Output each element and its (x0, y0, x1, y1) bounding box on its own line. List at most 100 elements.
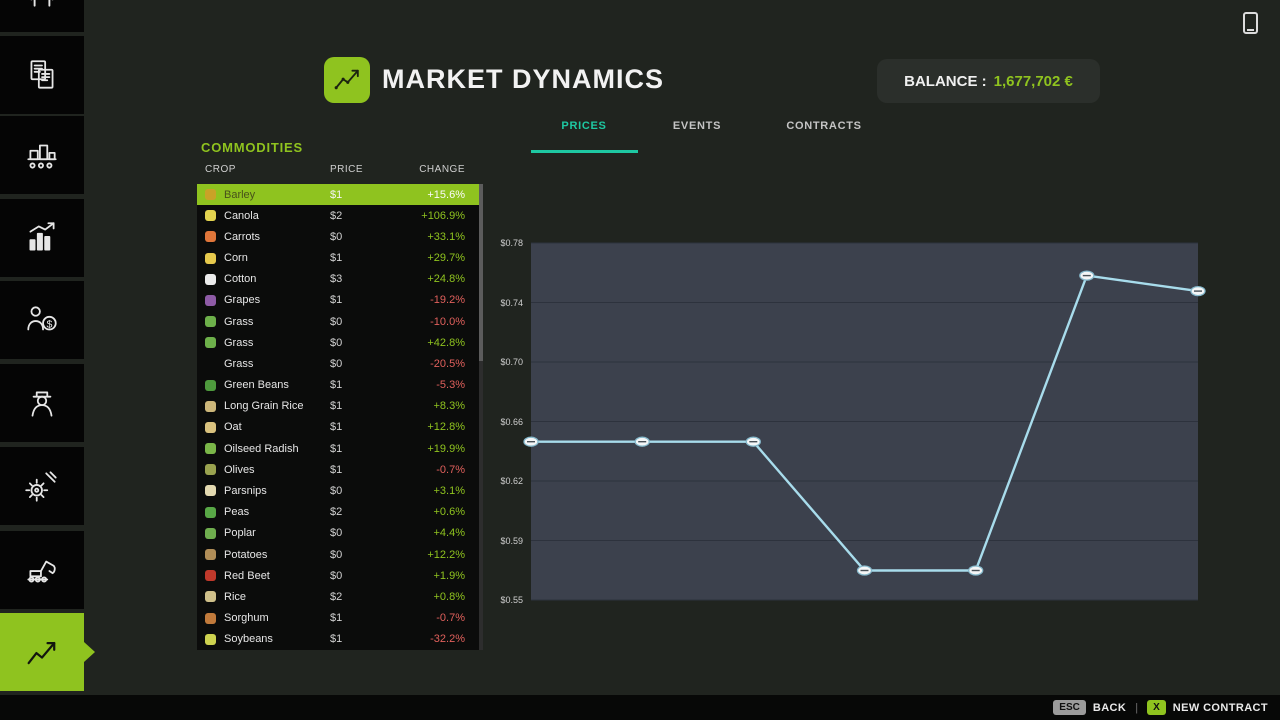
sidebar-item-settings[interactable] (0, 447, 84, 525)
commodity-row[interactable]: Grass $0 -20.5% (197, 353, 483, 374)
commodity-row[interactable]: Canola $2 +106.9% (197, 205, 483, 226)
tab-events[interactable]: EVENTS (672, 120, 722, 132)
crop-price: $2 (330, 506, 343, 519)
column-price: PRICE (330, 164, 364, 175)
potatoes-icon (205, 549, 216, 560)
sidebar-item-documents[interactable] (0, 36, 84, 114)
crop-change: +15.6% (427, 188, 465, 201)
production-icon (27, 144, 57, 169)
sidebar-item-statistics[interactable] (0, 199, 84, 277)
crop-price: $0 (330, 315, 343, 328)
commodity-row[interactable]: Poplar $0 +4.4% (197, 523, 483, 544)
crop-price: $1 (330, 188, 343, 201)
crop-name: Grass (224, 336, 254, 349)
commodity-row[interactable]: Rice $2 +0.8% (197, 586, 483, 607)
corn-icon (205, 252, 216, 264)
crop-change: -32.2% (430, 633, 465, 646)
new-contract-label: NEW CONTRACT (1172, 701, 1268, 714)
crop-change: +3.1% (433, 484, 466, 497)
sidebar-item-market-dynamics[interactable] (0, 613, 84, 691)
commodity-row[interactable]: Carrots $0 +33.1% (197, 226, 483, 247)
commodity-row[interactable]: Parsnips $0 +3.1% (197, 480, 483, 501)
crop-change: +19.9% (427, 442, 465, 455)
crop-name: Peas (224, 506, 250, 519)
crop-change: -19.2% (430, 294, 465, 307)
active-tab-underline (531, 150, 638, 153)
grass-icon (205, 337, 216, 349)
olives-icon (205, 464, 216, 476)
crop-name: Olives (224, 463, 255, 476)
crop-price: $2 (330, 209, 343, 222)
commodity-row[interactable]: Sorghum $1 -0.7% (197, 607, 483, 628)
price-chart[interactable] (523, 242, 1206, 601)
sidebar-item-landscaping[interactable] (0, 531, 84, 609)
back-label: BACK (1092, 701, 1127, 714)
new-contract-hint[interactable]: X NEW CONTRACT (1147, 700, 1268, 715)
crop-price: $1 (330, 442, 343, 455)
crop-price: $2 (330, 590, 343, 603)
commodity-row[interactable]: Corn $1 +29.7% (197, 248, 483, 269)
commodity-row[interactable]: Oilseed Radish $1 +19.9% (197, 438, 483, 459)
green-beans-icon (205, 379, 216, 391)
landscaping-icon (27, 560, 56, 583)
soybeans-icon (205, 633, 216, 645)
animals-icon (30, 0, 54, 7)
chart-y-axis: $0.78 $0.74 $0.70 $0.66 $0.62 $0.59 $0.55 (489, 238, 523, 605)
commodity-row[interactable]: Oat $1 +12.8% (197, 417, 483, 438)
crop-change: +106.9% (421, 209, 465, 222)
tab-prices[interactable]: PRICES (561, 120, 607, 132)
crop-change: +33.1% (427, 230, 465, 243)
phone-icon (1243, 12, 1258, 34)
commodity-row[interactable]: Green Beans $1 -5.3% (197, 375, 483, 396)
crop-price: $1 (330, 612, 343, 625)
commodity-row[interactable]: Soybeans $1 -32.2% (197, 629, 483, 650)
commodity-row[interactable]: Peas $2 +0.6% (197, 502, 483, 523)
commodity-row[interactable]: Red Beet $0 +1.9% (197, 565, 483, 586)
sidebar-item-production[interactable] (0, 116, 84, 194)
y-axis-tick-label: $0.78 (500, 238, 523, 248)
balance-label: BALANCE : (904, 72, 987, 90)
commodities-scrollbar[interactable] (479, 184, 483, 650)
svg-text:$: $ (46, 318, 52, 330)
crop-price: $0 (330, 336, 343, 349)
crop-name: Red Beet (224, 569, 270, 582)
sidebar-item-workers[interactable] (0, 364, 84, 442)
back-hint[interactable]: ESC BACK (1053, 700, 1126, 715)
commodity-row[interactable]: Barley $1 +15.6% (197, 184, 483, 206)
crop-name: Barley (224, 188, 256, 201)
crop-name: Potatoes (224, 548, 268, 561)
crop-change: -0.7% (436, 463, 465, 476)
crop-name: Sorghum (224, 612, 269, 625)
commodity-row[interactable]: Grapes $1 -19.2% (197, 290, 483, 311)
x-key-badge: X (1147, 700, 1166, 715)
crop-change: +1.9% (433, 569, 466, 582)
commodity-row[interactable]: Grass $0 +42.8% (197, 332, 483, 353)
crop-name: Poplar (224, 527, 256, 540)
crop-price: $1 (330, 633, 343, 646)
commodity-row[interactable]: Olives $1 -0.7% (197, 459, 483, 480)
crop-price: $0 (330, 569, 343, 582)
commodity-row[interactable]: Cotton $3 +24.8% (197, 269, 483, 290)
crop-change: +42.8% (427, 336, 465, 349)
commodities-scrollbar-thumb[interactable] (479, 184, 483, 362)
sidebar-item-animals[interactable] (0, 0, 84, 32)
crop-price: $1 (330, 400, 343, 413)
sidebar-item-vehicle-dealer[interactable]: $ (0, 281, 84, 359)
crop-price: $0 (330, 357, 343, 370)
y-axis-tick-label: $0.70 (500, 357, 523, 367)
sorghum-icon (205, 612, 216, 624)
footer-separator: | (1135, 701, 1139, 714)
commodity-row[interactable]: Potatoes $0 +12.2% (197, 544, 483, 565)
commodity-row[interactable]: Grass $0 -10.0% (197, 311, 483, 332)
commodities-column-headers: CROP PRICE CHANGE (197, 164, 483, 180)
market-dynamics-logo-icon (324, 57, 370, 103)
crop-price: $1 (330, 379, 343, 392)
crop-change: +0.6% (433, 506, 466, 519)
statistics-icon (29, 222, 55, 251)
commodity-row[interactable]: Long Grain Rice $1 +8.3% (197, 396, 483, 417)
long-grain-rice-icon (205, 400, 216, 412)
crop-price: $0 (330, 527, 343, 540)
crop-price: $3 (330, 273, 343, 286)
tab-contracts[interactable]: CONTRACTS (786, 120, 862, 132)
